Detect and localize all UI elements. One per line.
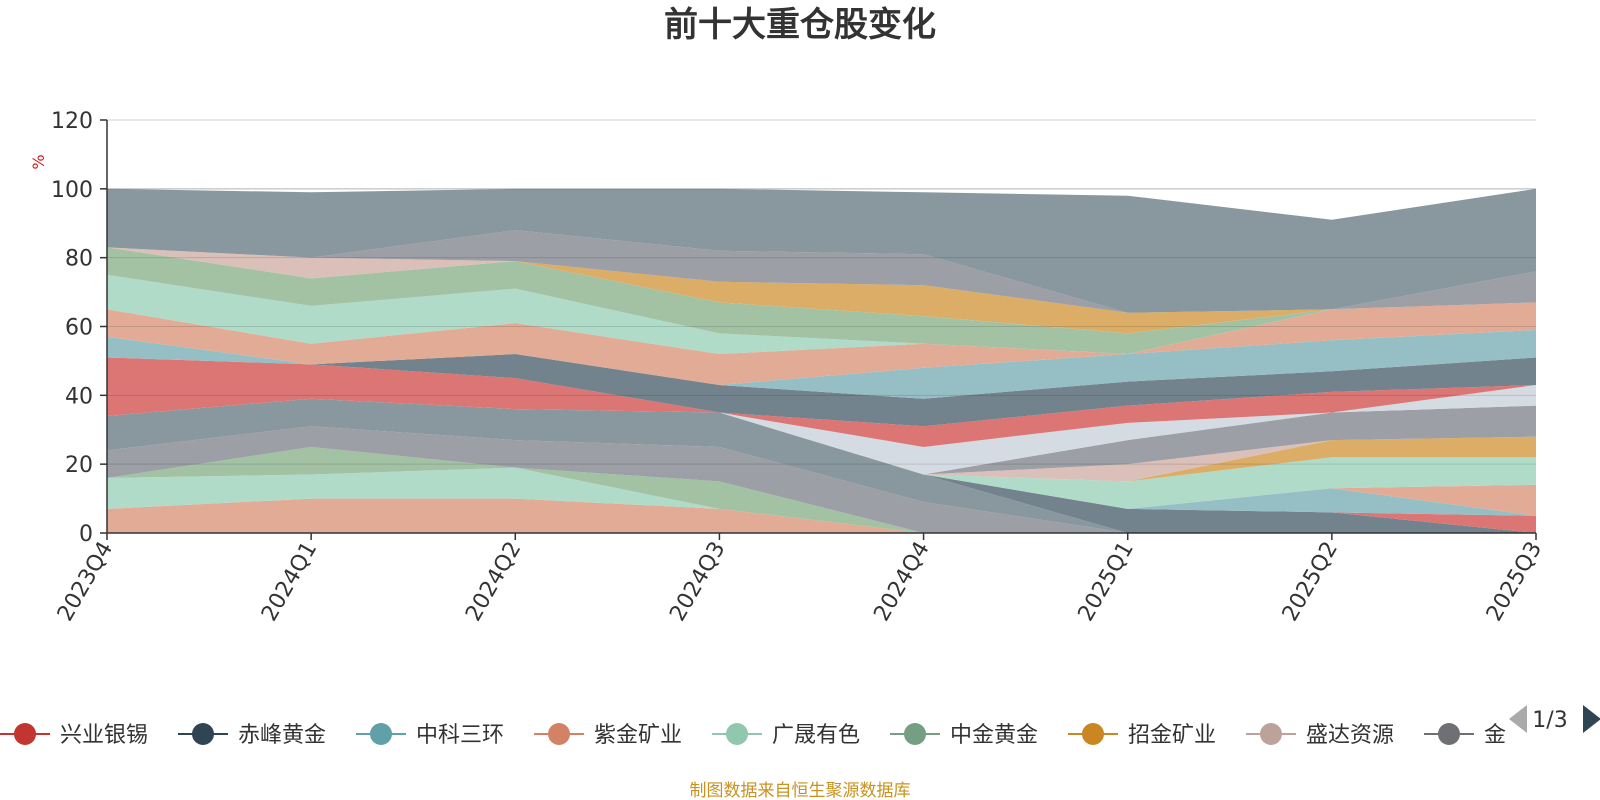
legend-prev-icon[interactable] — [1509, 705, 1527, 733]
area-series-1 — [107, 498, 1536, 533]
legend-label: 兴业银锡 — [60, 723, 148, 748]
legend-item[interactable]: 盛达资源 — [1246, 723, 1394, 748]
legend-label: 赤峰黄金 — [238, 723, 326, 748]
area-series-16 — [107, 354, 1536, 427]
legend-marker-icon — [370, 723, 392, 745]
area-series-21 — [107, 247, 1536, 334]
chart-title: 前十大重仓股变化 — [664, 5, 936, 45]
y-tick-label: 120 — [51, 109, 93, 134]
legend-marker-icon — [1082, 723, 1104, 745]
legend-marker-icon — [1260, 723, 1282, 745]
y-tick-label: 60 — [65, 316, 93, 341]
legend-label: 盛达资源 — [1306, 723, 1394, 748]
legend-item[interactable]: 中科三环 — [356, 723, 504, 748]
area-series-12 — [107, 398, 1536, 482]
legend-label: 广晟有色 — [772, 723, 860, 748]
y-tick-label: 80 — [65, 247, 93, 272]
legend-marker-icon — [192, 723, 214, 745]
legend-label: 招金矿业 — [1128, 723, 1216, 748]
legend-item[interactable]: 招金矿业 — [1068, 723, 1216, 748]
area-series-19 — [107, 274, 1536, 355]
data-source-note: 制图数据来自恒生聚源数据库 — [690, 781, 911, 800]
legend-item[interactable]: 赤峰黄金 — [178, 723, 326, 748]
area-series-10 — [107, 398, 1536, 509]
area-series-3 — [107, 446, 1536, 533]
area-series-23 — [107, 230, 1536, 313]
y-tick-label: 0 — [79, 522, 93, 547]
area-series-17 — [107, 329, 1536, 399]
legend-item[interactable]: 兴业银锡 — [0, 723, 148, 748]
legend-label: 金 — [1484, 723, 1506, 748]
legend-page-indicator: 1/3 — [1532, 708, 1567, 733]
area-series-24 — [107, 188, 1536, 313]
area-series — [107, 188, 1536, 533]
x-tick-label: 2023Q4 — [53, 538, 118, 626]
area-series-8 — [107, 398, 1536, 516]
area-series-2 — [107, 467, 1536, 533]
x-tick-label: 2024Q4 — [869, 538, 934, 626]
y-axis-unit: % — [29, 154, 48, 169]
legend-item[interactable]: 广晟有色 — [712, 723, 860, 748]
legend-next-icon[interactable] — [1583, 705, 1600, 733]
legend-pager: 1/3 — [1509, 705, 1600, 733]
x-tick-label: 2025Q1 — [1074, 538, 1139, 626]
area-series-22 — [107, 247, 1536, 313]
legend-marker-icon — [1438, 723, 1460, 745]
area-series-6 — [107, 398, 1536, 533]
area-series-18 — [107, 302, 1536, 386]
legend-marker-icon — [14, 723, 36, 745]
legend-label: 紫金矿业 — [594, 723, 682, 748]
y-tick-label: 20 — [65, 453, 93, 478]
x-tick-label: 2025Q3 — [1482, 538, 1547, 626]
area-series-15 — [107, 357, 1536, 447]
legend-label: 中金黄金 — [950, 723, 1038, 748]
legend-marker-icon — [726, 723, 748, 745]
legend-marker-icon — [548, 723, 570, 745]
x-tick-label: 2024Q1 — [257, 538, 322, 626]
area-series-20 — [107, 247, 1536, 355]
area-series-5 — [107, 398, 1536, 533]
area-series-13 — [107, 398, 1536, 475]
legend-item[interactable]: 中金黄金 — [890, 723, 1038, 748]
y-tick-label: 100 — [51, 178, 93, 203]
legend: 兴业银锡 赤峰黄金 中科三环 紫金矿业 广晟有色 中金黄金 招金矿业 盛达资源 金 — [0, 723, 1506, 748]
legend-item[interactable]: 紫金矿业 — [534, 723, 682, 748]
area-series-4 — [107, 426, 1536, 533]
y-tick-label: 40 — [65, 384, 93, 409]
legend-item[interactable]: 金 — [1424, 723, 1506, 748]
legend-marker-icon — [904, 723, 926, 745]
x-tick-label: 2025Q2 — [1278, 538, 1343, 626]
x-tick-label: 2024Q2 — [461, 538, 526, 626]
x-tick-label: 2024Q3 — [665, 538, 730, 626]
legend-label: 中科三环 — [416, 723, 504, 748]
